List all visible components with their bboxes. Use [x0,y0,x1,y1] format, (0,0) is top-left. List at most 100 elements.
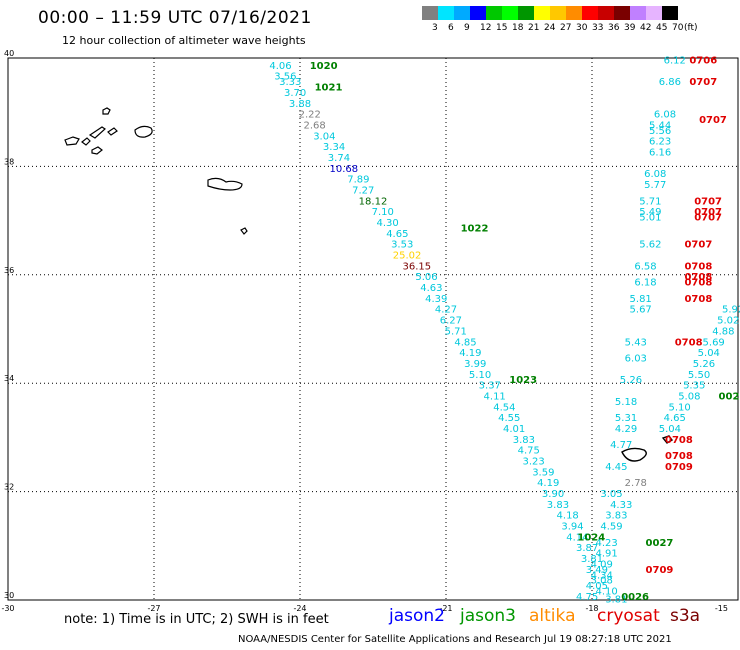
swh-value: 5.26 [620,375,642,386]
swh-value: 7.27 [352,186,374,197]
track-time-label: 0708 [675,337,703,348]
swh-value: 5.35 [683,381,705,392]
legend-jason3: jason3 [460,606,516,626]
swh-value: 3.74 [328,153,350,164]
track-time-label: 0026 [621,592,649,603]
swh-value: 4.01 [503,424,525,435]
latitude-label: 34 [4,374,14,383]
credit-line: NOAA/NESDIS Center for Satellite Applica… [238,634,672,645]
swh-value: 3.05 [600,489,622,500]
track-time-label: 0708 [665,451,693,462]
swh-value: 4.19 [459,348,481,359]
swh-value: 4.11 [484,391,506,402]
island-outline [240,227,248,235]
swh-value: 3.34 [323,142,345,153]
longitude-label: -15 [715,604,728,613]
colorbar-swatch [614,6,630,20]
longitude-label: -27 [147,604,160,613]
swh-value: 3.87 [576,543,598,554]
colorbar-swatch [454,6,470,20]
colorbar-swatch [582,6,598,20]
swh-value: 4.10 [595,587,617,598]
swh-value: 4.39 [425,294,447,305]
swh-value: 5.26 [693,359,715,370]
swh-value: 4.29 [615,424,637,435]
swh-value: 3.37 [479,381,501,392]
colorbar-swatch [550,6,566,20]
colorbar-swatch [470,6,486,20]
wave-height-colorbar [422,6,678,20]
island-outline [134,125,153,138]
map-title: 00:00 – 11:59 UTC 07/16/2021 [38,8,312,28]
longitude-label: -24 [293,604,306,613]
swh-value: 5.44 [649,120,671,131]
colorbar-label: 15 [496,23,508,33]
swh-value: 5.02 [717,316,739,327]
longitude-label: -21 [439,604,452,613]
graticule [8,58,738,600]
track-time-label: 0707 [694,196,722,207]
colorbar-label: 30 [576,23,588,33]
legend-altika: altika [529,606,576,626]
swh-value: 4.09 [591,559,613,570]
swh-value: 10.68 [329,164,358,175]
swh-value: 2.68 [303,120,325,131]
swh-value: 6.27 [440,316,462,327]
swh-value: 4.88 [712,326,734,337]
latitude-label: 36 [4,266,14,275]
island-outline [102,107,111,115]
track-time-label: 1023 [509,375,537,386]
track-time-labels: 1020 1021 1022 1023 1024 0027 0028 0026 0706 0707… [310,55,740,603]
island-outline [81,137,91,146]
swh-value: 4.63 [420,283,442,294]
colorbar-swatch [598,6,614,20]
swh-value: 3.59 [532,467,554,478]
colorbar-label: 33 [592,23,604,33]
colorbar-swatch [486,6,502,20]
swh-value: 4.77 [610,440,632,451]
swh-value: 3.88 [289,99,311,110]
swh-value: 5.67 [630,305,652,316]
swh-value: 7.89 [347,175,369,186]
swh-value: 3.83 [513,435,535,446]
colorbar-label: 27 [560,23,572,33]
swh-value: 5.71 [639,196,661,207]
swh-value: 6.23 [649,137,671,148]
swh-value: 3.99 [464,359,486,370]
island-outline [91,146,103,155]
swh-value: 4.91 [595,549,617,560]
swh-value: 5.04 [659,424,681,435]
swh-value: 3.33 [279,77,301,88]
swh-value: 6.08 [644,169,666,180]
swh-value: 6.18 [634,278,656,289]
track-time-label: 0708 [684,272,712,283]
swh-value: 3.49 [586,565,608,576]
swh-value: 7.10 [372,207,394,218]
track-time-label: 0706 [689,55,717,66]
footer-note: note: 1) Time is in UTC; 2) SWH is in fe… [64,612,329,627]
island-outline [207,177,243,191]
swh-value: 4.05 [586,581,608,592]
colorbar-label: 9 [464,23,470,33]
swh-value: 4.34 [591,570,613,581]
island-outline [621,447,647,462]
legend-jason2: jason2 [389,606,445,626]
colorbar-label: 39 [624,23,636,33]
track-time-label: 0028 [719,391,740,402]
colorbar-label: 42 [640,23,652,33]
swh-value: 4.19 [537,478,559,489]
track-time-label: 1021 [315,83,343,94]
swh-value: 4.18 [557,511,579,522]
swh-value: 5.69 [703,337,725,348]
colorbar-label: 70 [672,23,684,33]
swh-value: 3.23 [522,457,544,468]
colorbar-swatch [566,6,582,20]
track-time-label: 0708 [684,294,712,305]
track-time-label: 1024 [577,532,605,543]
swh-value: 5.77 [644,180,666,191]
axis-tick-labels: -30 -27 -24 -21 -18 -15 40 38 36 34 32 30 [1,49,728,613]
track-time-label: 1020 [310,61,338,72]
colorbar-label: 12 [480,23,492,33]
map-subtitle: 12 hour collection of altimeter wave hei… [62,34,306,47]
